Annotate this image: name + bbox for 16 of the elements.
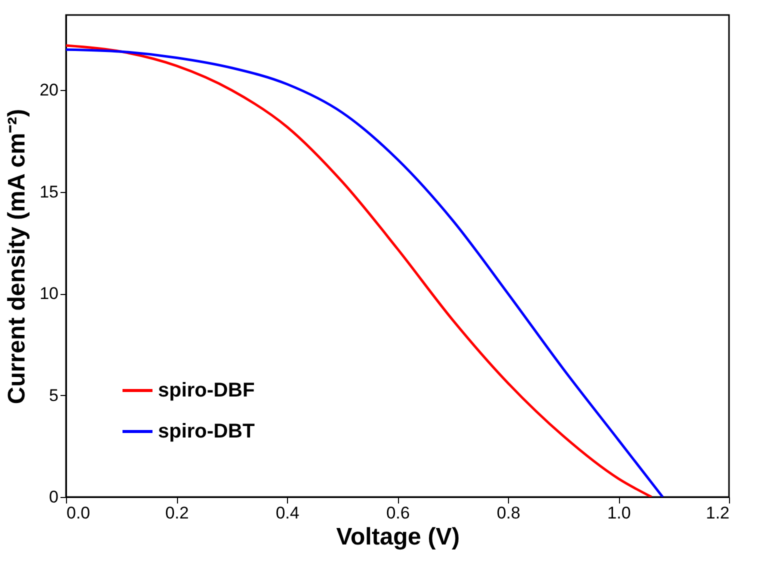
y-tick-label: 20 [40,80,58,100]
legend-label: spiro-DBT [158,420,255,442]
x-tick-label: 0.0 [66,504,90,522]
y-tick-label: 5 [49,386,58,405]
x-tick-label: 0.8 [496,504,520,522]
x-tick-label: 0.2 [165,504,189,522]
y-axis-title: Current density (mA cm⁻²) [4,108,31,404]
x-tick-label: 0.6 [386,504,410,522]
x-tick-label: 0.4 [276,504,300,522]
legend-label: spiro-DBF [158,380,255,402]
y-tick-label: 0 [49,488,58,506]
x-axis-title: Voltage (V) [336,524,460,550]
y-tick-label: 10 [40,284,58,304]
x-tick-label: 1.2 [706,504,730,522]
x-tick-label: 1.0 [607,504,631,522]
y-tick-label: 15 [40,182,58,202]
